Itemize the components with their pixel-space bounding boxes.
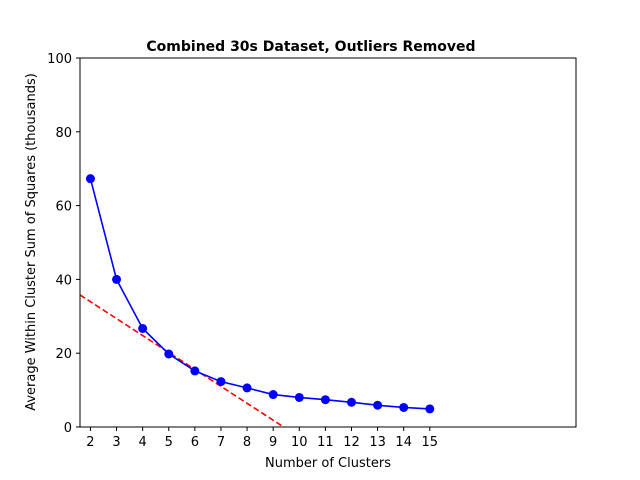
x-tick-label: 8: [243, 435, 251, 450]
data-point: [216, 377, 226, 387]
x-tick-label: 6: [191, 435, 199, 450]
x-tick-label: 10: [291, 435, 308, 450]
y-tick-label: 20: [55, 347, 72, 362]
data-point: [399, 402, 409, 412]
y-tick-label: 0: [64, 421, 72, 436]
data-point: [346, 397, 356, 407]
y-tick-label: 40: [55, 273, 72, 288]
data-point: [320, 395, 330, 405]
data-point: [190, 366, 200, 376]
x-tick-label: 15: [422, 435, 439, 450]
x-tick-label: 2: [86, 435, 94, 450]
x-tick-label: 7: [217, 435, 225, 450]
x-tick-label: 4: [139, 435, 147, 450]
x-tick-label: 11: [317, 435, 334, 450]
plot-frame: [79, 57, 577, 428]
series-line: [89, 178, 430, 410]
y-tick-label: 60: [55, 200, 72, 215]
y-tick-label: 80: [55, 126, 72, 141]
data-point: [268, 390, 278, 400]
x-tick-label: 14: [395, 435, 412, 450]
y-axis-ticks: 0 20 40 60 80 100: [47, 52, 80, 436]
data-point: [112, 274, 122, 284]
data-point: [85, 174, 95, 184]
x-axis-ticks: 2 3 4 5 6 7 8 9 10 11 12 13 14 15: [86, 427, 438, 450]
data-point: [164, 349, 174, 359]
x-tick-label: 12: [343, 435, 360, 450]
y-tick-label: 100: [47, 52, 72, 67]
x-tick-label: 5: [165, 435, 173, 450]
data-point: [242, 383, 252, 393]
fit-line: [80, 294, 285, 427]
x-tick-label: 9: [269, 435, 277, 450]
x-tick-label: 13: [369, 435, 386, 450]
x-tick-label: 3: [112, 435, 120, 450]
y-axis-label: Average Within Cluster Sum of Squares (t…: [24, 73, 39, 411]
chart-title: Combined 30s Dataset, Outliers Removed: [146, 39, 475, 55]
x-axis-label: Number of Clusters: [265, 456, 391, 471]
data-point: [425, 404, 435, 414]
data-point: [294, 392, 304, 402]
data-point: [373, 400, 383, 410]
series-layer: [80, 174, 435, 427]
data-point: [138, 323, 148, 333]
